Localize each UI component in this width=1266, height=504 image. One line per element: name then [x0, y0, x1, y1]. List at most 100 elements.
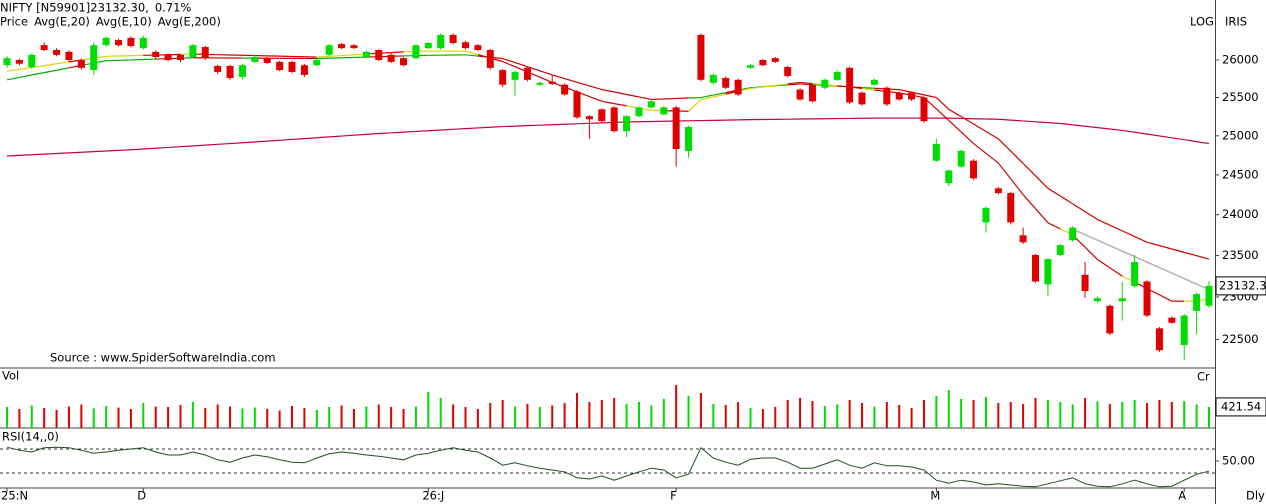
candle-body	[1069, 227, 1077, 241]
moving-average-segment	[589, 85, 602, 91]
candle-body	[957, 150, 965, 167]
legend-price: Price	[0, 15, 28, 29]
moving-average-segment	[775, 83, 788, 87]
moving-average-segment	[589, 95, 603, 102]
volume-bar	[266, 409, 269, 428]
volume-bar	[526, 404, 529, 428]
candle-body	[53, 50, 61, 55]
volume-bar	[576, 393, 579, 428]
moving-average-segment	[527, 66, 541, 72]
moving-average-segment	[329, 54, 342, 57]
candle-body	[573, 91, 581, 118]
moving-average-segment	[391, 51, 404, 54]
moving-average-segment	[391, 131, 404, 134]
moving-average-segment	[267, 139, 280, 142]
moving-average-segment	[960, 131, 974, 144]
candle-body	[325, 45, 333, 55]
candle-body	[970, 160, 978, 179]
moving-average-segment	[1134, 236, 1148, 243]
candle-body	[263, 58, 271, 63]
candle-body	[288, 61, 296, 72]
volume-bar	[662, 399, 665, 428]
moving-average-segment	[56, 61, 70, 65]
volume-bar	[402, 409, 405, 428]
moving-average-segment	[923, 94, 937, 99]
moving-average-segment	[81, 151, 94, 153]
moving-average-segment	[1047, 122, 1061, 125]
last-volume-box	[1215, 397, 1266, 417]
rsi-line	[6, 446, 1210, 488]
moving-average-segment	[1184, 139, 1197, 143]
candle-body	[350, 45, 358, 49]
volume-bar	[365, 406, 368, 428]
volume-bar	[142, 403, 145, 428]
candle-body	[982, 207, 990, 223]
moving-average-segment	[997, 138, 1012, 152]
moving-average-segment	[1047, 187, 1061, 197]
period-label[interactable]: Dly	[1246, 489, 1265, 503]
volume-bar	[774, 407, 777, 428]
moving-average-segment	[316, 55, 330, 58]
moving-average-segment	[31, 72, 45, 76]
volume-bar	[117, 407, 120, 428]
candle-body	[523, 67, 531, 80]
candle-body	[449, 34, 457, 43]
moving-average-segment	[44, 152, 57, 155]
volume-bar	[811, 401, 814, 428]
moving-average-segment	[1023, 120, 1036, 123]
volume-bar	[848, 400, 851, 428]
moving-average-segment	[601, 100, 615, 105]
moving-average-segment	[899, 89, 912, 93]
moving-average-segment	[68, 151, 82, 154]
y-tick-label: 24000	[1222, 207, 1259, 221]
moving-average-segment	[155, 146, 169, 149]
candle-body	[511, 71, 519, 80]
volume-bar	[464, 407, 467, 428]
moving-average-segment	[279, 138, 293, 141]
candle-body	[338, 44, 346, 49]
moving-average-segment	[56, 67, 70, 71]
moving-average-segment	[93, 150, 107, 153]
moving-average-segment	[1171, 248, 1185, 253]
volume-bar	[898, 405, 901, 428]
volume-bar	[960, 399, 963, 428]
moving-average-segment	[353, 133, 367, 136]
y-tick-label: 23500	[1222, 248, 1259, 262]
moving-average-segment	[1171, 137, 1185, 141]
moving-average-segment	[552, 74, 565, 80]
volume-bar	[563, 403, 566, 428]
volume-bar	[191, 402, 194, 428]
volume-bar	[947, 390, 950, 428]
volume-bar	[291, 406, 294, 428]
y-tick-label: 25000	[1222, 128, 1259, 142]
legend-entry: Avg(E,20)	[34, 15, 90, 29]
volume-bar	[1071, 404, 1074, 428]
candle-body	[375, 50, 383, 61]
moving-average-segment	[205, 143, 218, 146]
moving-average-segment	[1022, 163, 1036, 177]
volume-bar	[1108, 404, 1111, 428]
volume-bar	[1022, 404, 1025, 428]
moving-average-segment	[31, 65, 45, 69]
candle-body	[1032, 254, 1040, 282]
moving-average-segment	[44, 69, 57, 74]
moving-average-segment	[415, 130, 429, 133]
candle-body	[994, 188, 1002, 194]
moving-average-segment	[1010, 150, 1024, 164]
volume-bar	[650, 405, 653, 428]
moving-average-segment	[601, 89, 615, 93]
moving-average-segment	[192, 144, 206, 147]
scale-label[interactable]: LOG	[1190, 15, 1214, 29]
moving-average-segment	[6, 76, 20, 81]
moving-average-segment	[1146, 133, 1160, 137]
volume-bar	[377, 404, 380, 428]
volume-bar	[836, 404, 839, 428]
volume-bar	[1170, 402, 1173, 428]
candle-body	[28, 54, 36, 68]
moving-average-segment	[1072, 124, 1086, 127]
volume-bar	[637, 402, 640, 428]
volume-bar	[786, 400, 789, 428]
theme-label[interactable]: IRIS	[1225, 15, 1247, 29]
moving-average-segment	[217, 142, 231, 145]
moving-average-segment	[985, 152, 999, 164]
